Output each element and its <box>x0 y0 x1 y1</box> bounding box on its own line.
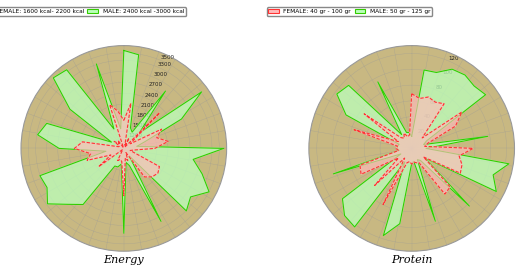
Title: Energy: Energy <box>103 255 144 265</box>
Polygon shape <box>38 50 224 233</box>
Legend: FEMALE: 1600 kcal- 2200 kcal, MALE: 2400 kcal -3000 kcal: FEMALE: 1600 kcal- 2200 kcal, MALE: 2400… <box>0 7 186 16</box>
Polygon shape <box>333 69 509 235</box>
Polygon shape <box>354 94 473 204</box>
Title: Protein: Protein <box>391 255 433 265</box>
Polygon shape <box>75 103 168 196</box>
Legend: FEMALE: 40 gr - 100 gr, MALE: 50 gr - 125 gr: FEMALE: 40 gr - 100 gr, MALE: 50 gr - 12… <box>267 7 432 16</box>
